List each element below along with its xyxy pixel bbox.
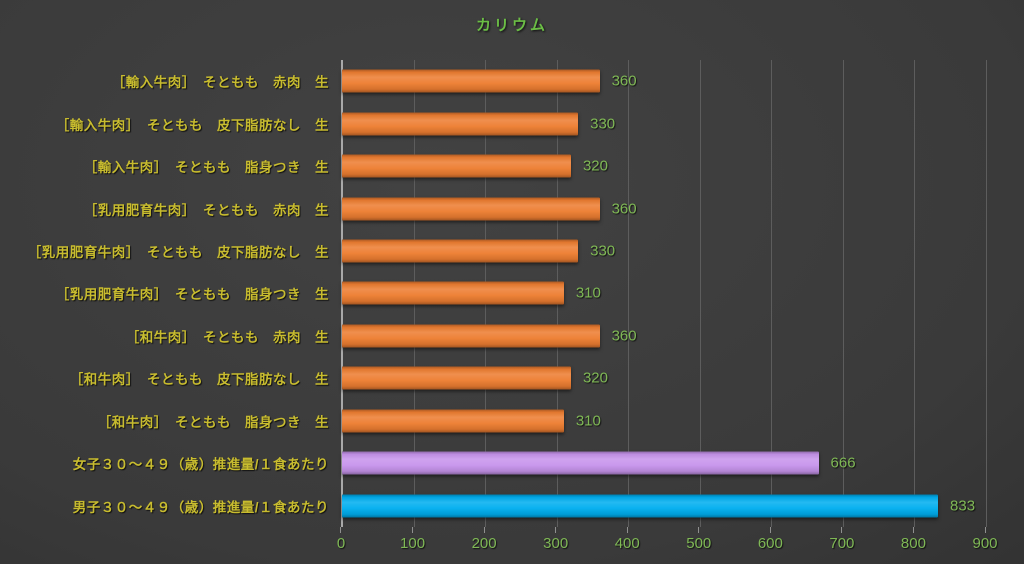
bar-orange[interactable] [342, 409, 564, 433]
x-tick-label: 600 [757, 535, 783, 552]
value-label: 310 [575, 284, 601, 302]
category-label: 女子３０～４９（歳）推進量/１食あたり [72, 457, 329, 473]
gridline [986, 60, 987, 527]
x-tick-label: 0 [336, 535, 346, 552]
bar-orange[interactable] [342, 239, 579, 263]
plot-area: ［輸入牛肉］ そともも 赤肉 生 360 ［輸入牛肉］ そともも 皮下脂肪なし 生 3… [0, 60, 1024, 527]
value-label: 360 [611, 200, 637, 218]
value-label: 833 [950, 497, 976, 515]
x-axis: 0 100 200 300 400 500 600 700 800 900 [337, 527, 998, 563]
category-label: ［輸入牛肉］ そともも 赤肉 生 [111, 75, 329, 91]
category-label: 男子３０～４９（歳）推進量/１食あたり [72, 499, 329, 515]
bar-orange[interactable] [342, 324, 600, 348]
x-tick-label: 700 [829, 535, 855, 552]
gridline [842, 60, 844, 527]
x-tick [912, 527, 914, 533]
gridline [699, 60, 701, 527]
x-tick [698, 527, 700, 533]
chart-row: ［輸入牛肉］ そともも 赤肉 生 360 [0, 60, 1024, 102]
chart-row: ［和牛肉］ そともも 赤肉 生 360 [0, 315, 1024, 357]
bar-track: 330 [341, 102, 1024, 144]
value-label: 310 [575, 412, 601, 430]
value-label: 666 [830, 454, 856, 472]
bar-orange[interactable] [342, 197, 600, 221]
x-tick-label: 100 [400, 535, 426, 552]
x-tick-label: 800 [900, 535, 926, 552]
value-label: 360 [611, 72, 637, 90]
x-tick [769, 527, 771, 533]
bar-track: 833 [341, 485, 1024, 527]
x-tick [340, 527, 341, 533]
x-tick-label: 500 [686, 535, 712, 552]
bar-orange[interactable] [342, 366, 571, 390]
x-tick [841, 527, 843, 533]
bar-blue[interactable] [342, 494, 939, 518]
bar-track: 320 [341, 145, 1024, 187]
x-tick-label: 400 [614, 535, 640, 552]
category-label: ［乳用肥育牛肉］ そともも 赤肉 生 [83, 202, 329, 218]
gridline [771, 60, 773, 527]
chart-row: ［和牛肉］ そともも 脂身つき 生 310 [0, 400, 1024, 442]
x-tick [555, 527, 557, 533]
x-tick [626, 527, 628, 533]
chart-row: ［乳用肥育牛肉］ そともも 脂身つき 生 310 [0, 272, 1024, 314]
bar-track: 310 [341, 272, 1024, 314]
bar-track: 666 [341, 442, 1024, 484]
chart-row: 女子３０～４９（歳）推進量/１食あたり 666 [0, 442, 1024, 484]
chart-row: ［輸入牛肉］ そともも 皮下脂肪なし 生 330 [0, 102, 1024, 144]
chart-row: ［輸入牛肉］ そともも 脂身つき 生 320 [0, 145, 1024, 187]
value-label: 330 [590, 115, 616, 133]
bar-orange[interactable] [342, 281, 564, 305]
bar-track: 310 [341, 400, 1024, 442]
chart-row: ［和牛肉］ そともも 皮下脂肪なし 生 320 [0, 357, 1024, 399]
bar-orange[interactable] [342, 112, 579, 136]
bar-track: 360 [341, 187, 1024, 229]
x-tick-label: 200 [471, 535, 497, 552]
bar-track: 360 [341, 60, 1024, 102]
category-label: ［輸入牛肉］ そともも 脂身つき 生 [83, 160, 329, 176]
bar-orange[interactable] [342, 69, 600, 93]
bar-rows-container: ［輸入牛肉］ そともも 赤肉 生 360 ［輸入牛肉］ そともも 皮下脂肪なし 生 3… [0, 60, 1024, 527]
chart-title[interactable]: カリウム [475, 17, 548, 34]
bar-orange[interactable] [342, 154, 571, 178]
x-tick [483, 527, 485, 533]
gridline [628, 60, 630, 527]
category-label: ［和牛肉］ そともも 脂身つき 生 [97, 414, 329, 430]
category-label: ［乳用肥育牛肉］ そともも 脂身つき 生 [55, 287, 329, 303]
chart-row: ［乳用肥育牛肉］ そともも 赤肉 生 360 [0, 187, 1024, 229]
chart-row: 男子３０～４９（歳）推進量/１食あたり 833 [0, 485, 1024, 527]
x-tick [984, 527, 986, 533]
value-label: 320 [582, 369, 608, 387]
x-tick [412, 527, 414, 533]
bar-purple[interactable] [342, 451, 819, 475]
value-label: 330 [590, 242, 616, 260]
bar-track: 330 [341, 230, 1024, 272]
x-tick-label: 300 [543, 535, 569, 552]
category-label: ［乳用肥育牛肉］ そともも 皮下脂肪なし 生 [27, 245, 329, 261]
bar-track: 320 [341, 357, 1024, 399]
bar-track: 360 [341, 315, 1024, 357]
chart-row: ［乳用肥育牛肉］ そともも 皮下脂肪なし 生 330 [0, 230, 1024, 272]
category-label: ［輸入牛肉］ そともも 皮下脂肪なし 生 [55, 117, 329, 133]
value-label: 320 [582, 157, 608, 175]
value-label: 360 [611, 327, 637, 345]
category-label: ［和牛肉］ そともも 赤肉 生 [125, 329, 329, 345]
x-tick-label: 900 [972, 535, 998, 552]
gridline [914, 60, 916, 527]
category-label: ［和牛肉］ そともも 皮下脂肪なし 生 [69, 372, 329, 388]
